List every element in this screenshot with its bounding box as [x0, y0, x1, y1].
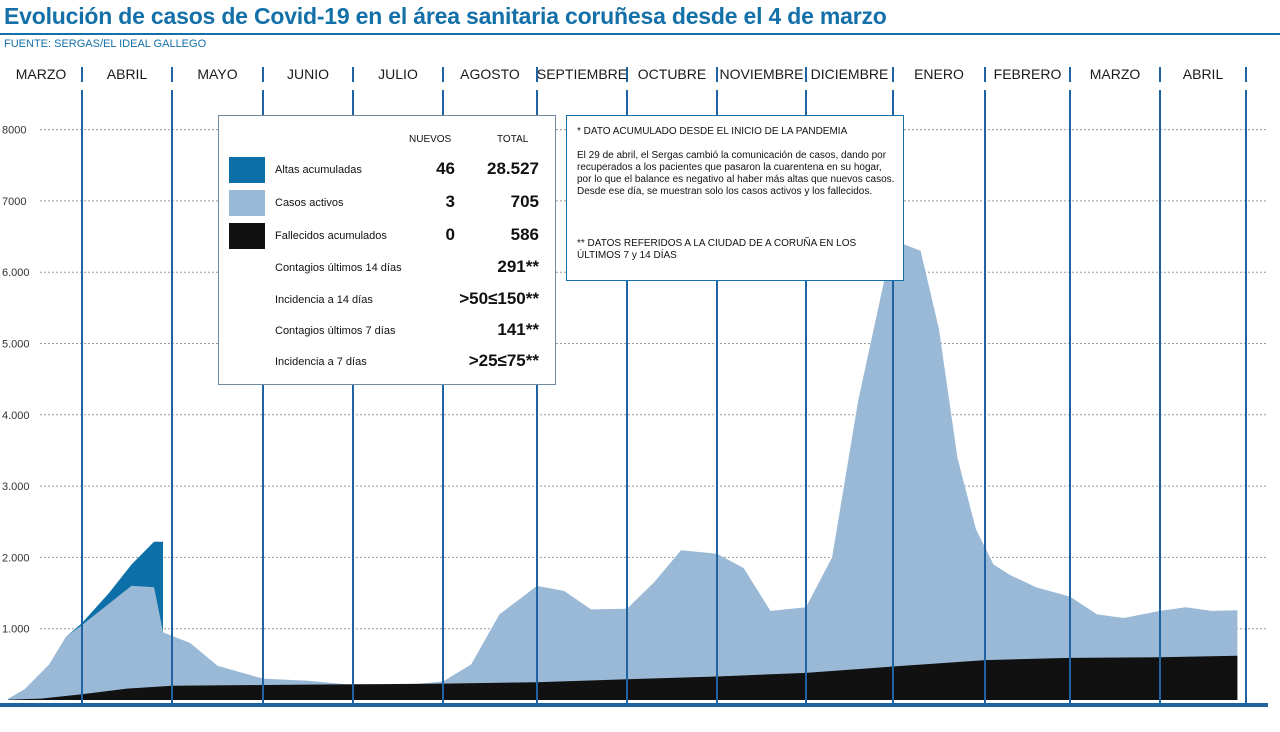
month-label: JUNIO — [287, 66, 329, 82]
y-tick-label: 4.000 — [2, 410, 30, 422]
legend-new-activos: 3 — [445, 192, 455, 211]
legend-label-altas: Altas acumuladas — [275, 164, 362, 176]
legend-row-fallecidos: Fallecidos acumulados 0 586 — [219, 222, 555, 250]
legend-label-fallecidos: Fallecidos acumulados — [275, 230, 387, 242]
title-rule — [0, 33, 1280, 35]
month-label: ABRIL — [107, 66, 148, 82]
month-label: MARZO — [16, 66, 67, 82]
note-sergas-change: El 29 de abril, el Sergas cambió la comu… — [577, 150, 895, 197]
month-label: MAYO — [197, 66, 237, 82]
month-label: OCTUBRE — [638, 66, 706, 82]
stat-value-contagios-14: 291** — [497, 257, 539, 276]
month-label: ENERO — [914, 66, 964, 82]
stat-incidencia-7: Incidencia a 7 días >25≤75** — [219, 348, 555, 376]
month-label: DICIEMBRE — [811, 66, 889, 82]
stat-contagios-7: Contagios últimos 7 días 141** — [219, 317, 555, 345]
stat-label-contagios-7: Contagios últimos 7 días — [275, 325, 396, 337]
legend-label-activos: Casos activos — [275, 197, 344, 209]
stat-value-contagios-7: 141** — [497, 320, 539, 339]
legend-row-altas: Altas acumuladas 46 28.527 — [219, 156, 555, 184]
stat-label-incidencia-7: Incidencia a 7 días — [275, 356, 367, 368]
y-tick-label: 3.000 — [2, 481, 30, 493]
y-tick-label: 1.000 — [2, 624, 30, 636]
month-label: ABRIL — [1183, 66, 1224, 82]
month-label: FEBRERO — [994, 66, 1062, 82]
note-box: * DATO ACUMULADO DESDE EL INICIO DE LA P… — [566, 115, 904, 281]
y-tick-label: 6.000 — [2, 267, 30, 279]
month-label: JULIO — [378, 66, 418, 82]
area-casos-activos — [8, 240, 1238, 700]
legend-swatch-altas — [229, 157, 265, 183]
note-city-data: ** DATOS REFERIDOS A LA CIUDAD DE A CORU… — [577, 238, 857, 261]
stat-incidencia-14: Incidencia a 14 días >50≤150** — [219, 286, 555, 314]
month-labels: MARZO ABRIL MAYO JUNIO JULIO AGOSTO SEPTIEMBRE… — [16, 66, 1224, 82]
y-tick-label: 8000 — [2, 125, 26, 137]
month-label: NOVIEMBRE — [719, 66, 803, 82]
legend-total-altas: 28.527 — [487, 159, 539, 178]
chart-source: FUENTE: SERGAS/EL IDEAL GALLEGO — [4, 38, 207, 50]
legend-total-fallecidos: 586 — [510, 225, 539, 244]
month-label: AGOSTO — [460, 66, 520, 82]
note-accumulated: * DATO ACUMULADO DESDE EL INICIO DE LA P… — [577, 126, 848, 137]
stat-value-incidencia-14: >50≤150** — [459, 289, 539, 308]
month-label: SEPTIEMBRE — [537, 66, 627, 82]
y-tick-label: 7000 — [2, 196, 26, 208]
legend-box: NUEVOS TOTAL Altas acumuladas 46 28.527 … — [218, 115, 556, 385]
legend-new-fallecidos: 0 — [445, 225, 455, 244]
stat-label-contagios-14: Contagios últimos 14 días — [275, 262, 402, 274]
chart-areas — [8, 240, 1238, 700]
legend-swatch-fallecidos — [229, 223, 265, 249]
legend-new-altas: 46 — [436, 159, 455, 178]
stat-label-incidencia-14: Incidencia a 14 días — [275, 294, 373, 306]
legend-col-total: TOTAL — [497, 134, 529, 145]
y-tick-label: 5.000 — [2, 339, 30, 351]
stat-value-incidencia-7: >25≤75** — [468, 351, 539, 370]
area-fallecidos-acumulados — [8, 655, 1238, 700]
y-tick-label: 2.000 — [2, 552, 30, 564]
legend-total-activos: 705 — [510, 192, 539, 211]
legend-swatch-activos — [229, 190, 265, 216]
month-label: MARZO — [1090, 66, 1141, 82]
legend-col-new: NUEVOS — [409, 134, 452, 145]
stat-contagios-14: Contagios últimos 14 días 291** — [219, 254, 555, 282]
chart-title: Evolución de casos de Covid-19 en el áre… — [4, 3, 887, 29]
area-altas-acumuladas — [65, 541, 163, 638]
legend-row-activos: Casos activos 3 705 — [219, 189, 555, 217]
y-axis-ticks: 1.000 2.000 3.000 4.000 5.000 6.000 7000 8000 — [2, 125, 30, 636]
